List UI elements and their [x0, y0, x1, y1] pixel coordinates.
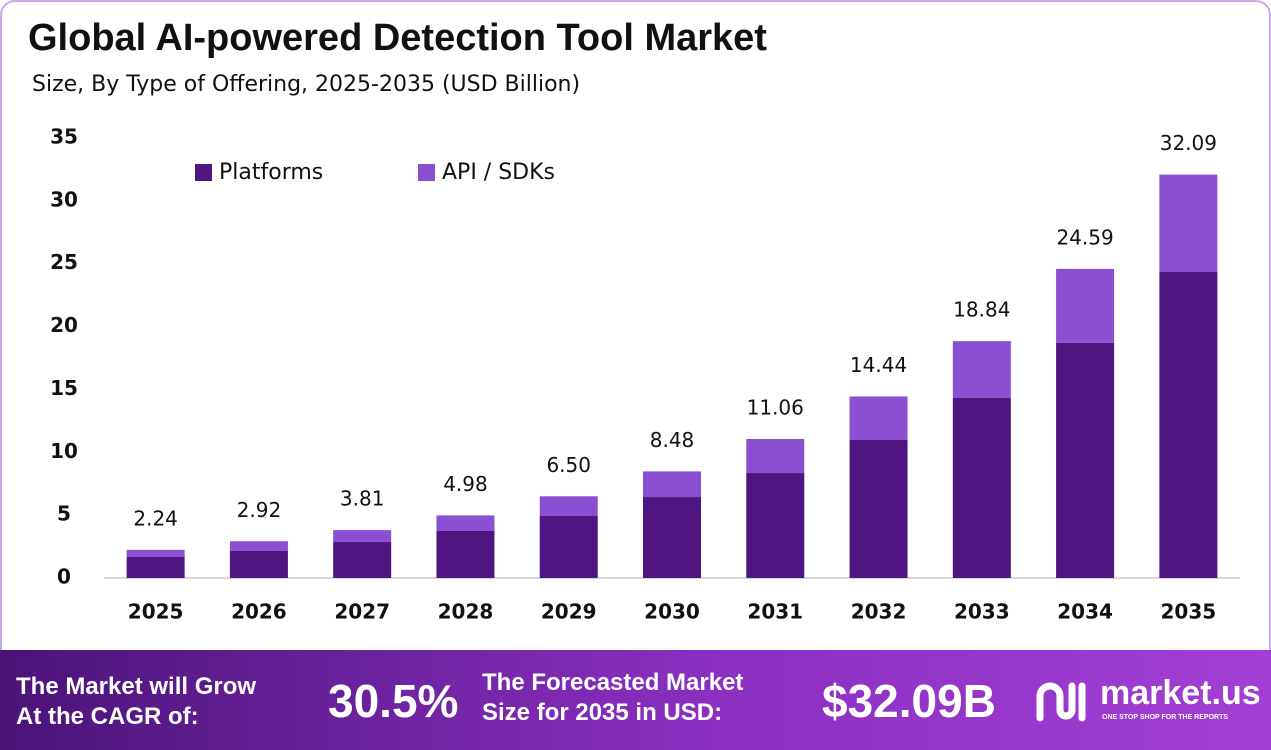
legend-label: API / SDKs [442, 160, 555, 185]
y-tick-label: 30 [50, 187, 78, 211]
y-tick-label: 0 [57, 565, 71, 589]
total-label: 2.92 [237, 498, 282, 522]
x-tick-label: 2027 [334, 600, 390, 624]
tagline: ONE STOP SHOP FOR THE REPORTS [1102, 714, 1229, 721]
y-tick-label: 10 [50, 439, 78, 463]
x-tick-label: 2035 [1161, 600, 1217, 624]
bar-segment [643, 471, 701, 498]
cagr-value: 30.5% [328, 675, 459, 727]
bar-segment [229, 541, 288, 551]
total-label: 14.44 [850, 353, 907, 377]
bar-segment [539, 496, 598, 517]
logo-icon [1036, 682, 1086, 722]
bar-segment [126, 557, 185, 578]
total-label: 11.06 [747, 395, 804, 419]
x-tick-label: 2033 [954, 600, 1010, 624]
bar-segment [1159, 272, 1218, 578]
y-tick-label: 5 [57, 502, 71, 526]
legend-swatch [195, 164, 212, 181]
bar-segment [333, 542, 392, 578]
x-tick-label: 2028 [438, 600, 494, 624]
total-label: 3.81 [340, 487, 385, 511]
bar-segment [1056, 342, 1115, 578]
bar-segment [126, 549, 185, 558]
brand: market.us [1100, 674, 1261, 712]
bar-segment [643, 497, 701, 578]
total-label: 8.48 [650, 428, 695, 452]
bar-segment [849, 396, 908, 440]
legend-swatch [418, 164, 435, 181]
y-tick-label: 20 [50, 313, 78, 337]
bar-segment [746, 438, 805, 474]
bar-segment [849, 439, 908, 578]
line: The Market will Grow [16, 673, 257, 700]
line: Size for 2035 in USD: [482, 699, 723, 726]
bar-segment [333, 530, 392, 543]
bar-segment [436, 515, 495, 531]
x-tick-label: 2030 [644, 600, 700, 624]
total-label: 18.84 [953, 298, 1010, 322]
legend-label: Platforms [219, 160, 323, 185]
bar-segment [539, 516, 598, 578]
x-tick-label: 2029 [541, 600, 597, 624]
x-tick-label: 2031 [747, 600, 803, 624]
chart-title: Global AI-powered Detection Tool Market [28, 17, 767, 59]
total-label: 32.09 [1160, 131, 1217, 155]
bar-segment [952, 397, 1011, 578]
cagr-text: The Market will Grow At the CAGR of: [16, 672, 256, 732]
y-tick-label: 25 [50, 250, 78, 274]
bar-segment [746, 473, 805, 578]
total-label: 2.24 [133, 506, 178, 530]
x-tick-label: 2025 [128, 600, 184, 624]
line: The Forecasted Market [482, 669, 744, 696]
line: At the CAGR of: [16, 703, 199, 730]
bar-segment [229, 550, 288, 578]
y-tick-label: 35 [50, 125, 78, 149]
forecast-value: $32.09B [822, 675, 996, 727]
footer: The Market will Grow At the CAGR of: 30.5… [0, 650, 1271, 750]
bar-segment [952, 341, 1011, 398]
forecast-text: The Forecasted Market Size for 2035 in US… [482, 668, 743, 728]
frame [0, 0, 1271, 650]
x-tick-label: 2026 [231, 600, 287, 624]
bar-segment [1056, 268, 1115, 343]
y-tick-label: 15 [50, 376, 78, 400]
chart: Global AI-powered Detection Tool Market … [0, 0, 1271, 650]
x-tick-label: 2034 [1057, 600, 1113, 624]
total-label: 24.59 [1056, 225, 1113, 249]
total-label: 6.50 [546, 453, 591, 477]
bar-segment [436, 530, 495, 578]
x-tick-label: 2032 [851, 600, 907, 624]
total-label: 4.98 [443, 472, 488, 496]
chart-subtitle: Size, By Type of Offering, 2025-2035 (US… [32, 72, 580, 97]
bar-segment [1159, 174, 1218, 273]
